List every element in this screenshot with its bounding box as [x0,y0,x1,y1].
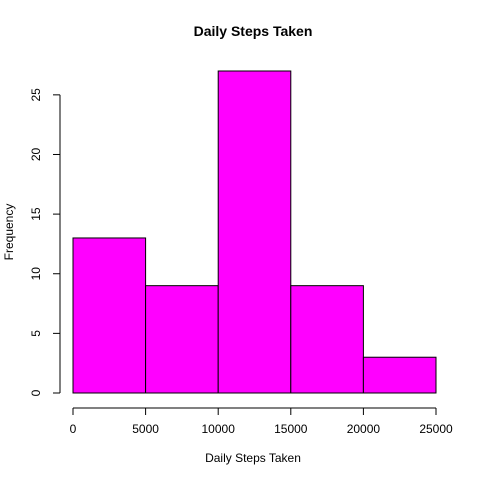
x-axis-label: Daily Steps Taken [205,451,301,465]
histogram-bar [217,70,292,394]
x-tick-label: 20000 [347,422,381,436]
y-tick-label: 25 [29,88,43,102]
y-tick-label: 0 [29,389,43,396]
x-tick-label: 25000 [419,422,453,436]
y-tick-label: 15 [29,207,43,221]
x-axis-ticks: 0 5000 10000 15000 20000 25000 [70,408,453,436]
histogram-bar [362,356,437,394]
chart-title: Daily Steps Taken [194,23,313,39]
y-axis-label: Frequency [2,204,16,261]
histogram-bar [290,285,364,394]
x-tick-label: 5000 [132,422,159,436]
y-axis-ticks: 0 5 10 15 20 25 [29,88,60,396]
histogram-bar [145,285,219,394]
x-tick-label: 0 [70,422,77,436]
histogram-bar [72,237,147,394]
y-tick-label: 20 [29,147,43,161]
y-tick-label: 5 [29,330,43,337]
x-tick-label: 15000 [274,422,308,436]
y-tick-label: 10 [29,267,43,281]
x-tick-label: 10000 [202,422,236,436]
bars-group [72,70,437,394]
